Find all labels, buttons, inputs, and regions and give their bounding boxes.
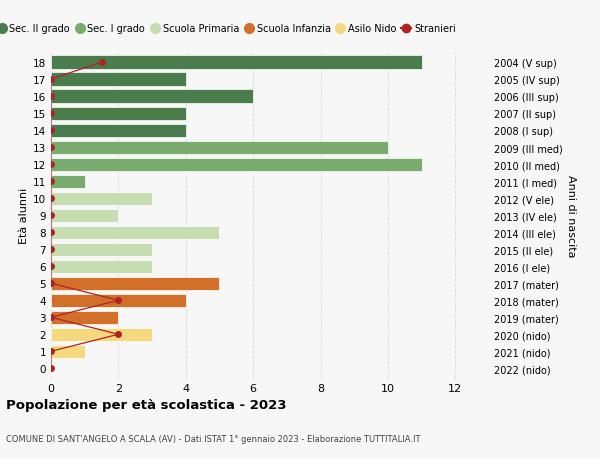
Point bbox=[46, 365, 56, 372]
Bar bbox=[51, 260, 152, 273]
Point bbox=[46, 178, 56, 185]
Point bbox=[46, 127, 56, 134]
Bar bbox=[51, 294, 186, 307]
Bar bbox=[51, 328, 152, 341]
Point bbox=[46, 246, 56, 253]
Point bbox=[46, 76, 56, 84]
Bar bbox=[51, 158, 422, 171]
Point bbox=[46, 195, 56, 202]
Point bbox=[46, 229, 56, 236]
Bar bbox=[51, 345, 85, 358]
Text: Popolazione per età scolastica - 2023: Popolazione per età scolastica - 2023 bbox=[6, 398, 287, 411]
Bar bbox=[51, 192, 152, 205]
Bar bbox=[51, 124, 186, 138]
Point bbox=[113, 297, 123, 304]
Y-axis label: Età alunni: Età alunni bbox=[19, 188, 29, 244]
Bar bbox=[51, 141, 388, 155]
Point bbox=[46, 161, 56, 168]
Point bbox=[46, 110, 56, 118]
Bar bbox=[51, 311, 118, 324]
Bar bbox=[51, 226, 220, 239]
Y-axis label: Anni di nascita: Anni di nascita bbox=[566, 174, 577, 257]
Point bbox=[46, 280, 56, 287]
Point bbox=[46, 314, 56, 321]
Point bbox=[46, 212, 56, 219]
Bar bbox=[51, 277, 220, 290]
Bar bbox=[51, 107, 186, 121]
Bar bbox=[51, 90, 253, 104]
Point bbox=[46, 348, 56, 355]
Text: COMUNE DI SANT'ANGELO A SCALA (AV) - Dati ISTAT 1° gennaio 2023 - Elaborazione T: COMUNE DI SANT'ANGELO A SCALA (AV) - Dat… bbox=[6, 434, 421, 443]
Point bbox=[97, 59, 106, 67]
Bar bbox=[51, 56, 422, 70]
Bar bbox=[51, 209, 118, 222]
Point bbox=[46, 93, 56, 101]
Bar bbox=[51, 243, 152, 256]
Point bbox=[113, 331, 123, 338]
Point bbox=[46, 263, 56, 270]
Bar bbox=[51, 175, 85, 188]
Legend: Sec. II grado, Sec. I grado, Scuola Primaria, Scuola Infanzia, Asilo Nido, Stran: Sec. II grado, Sec. I grado, Scuola Prim… bbox=[0, 20, 460, 38]
Bar bbox=[51, 73, 186, 87]
Point bbox=[46, 144, 56, 151]
